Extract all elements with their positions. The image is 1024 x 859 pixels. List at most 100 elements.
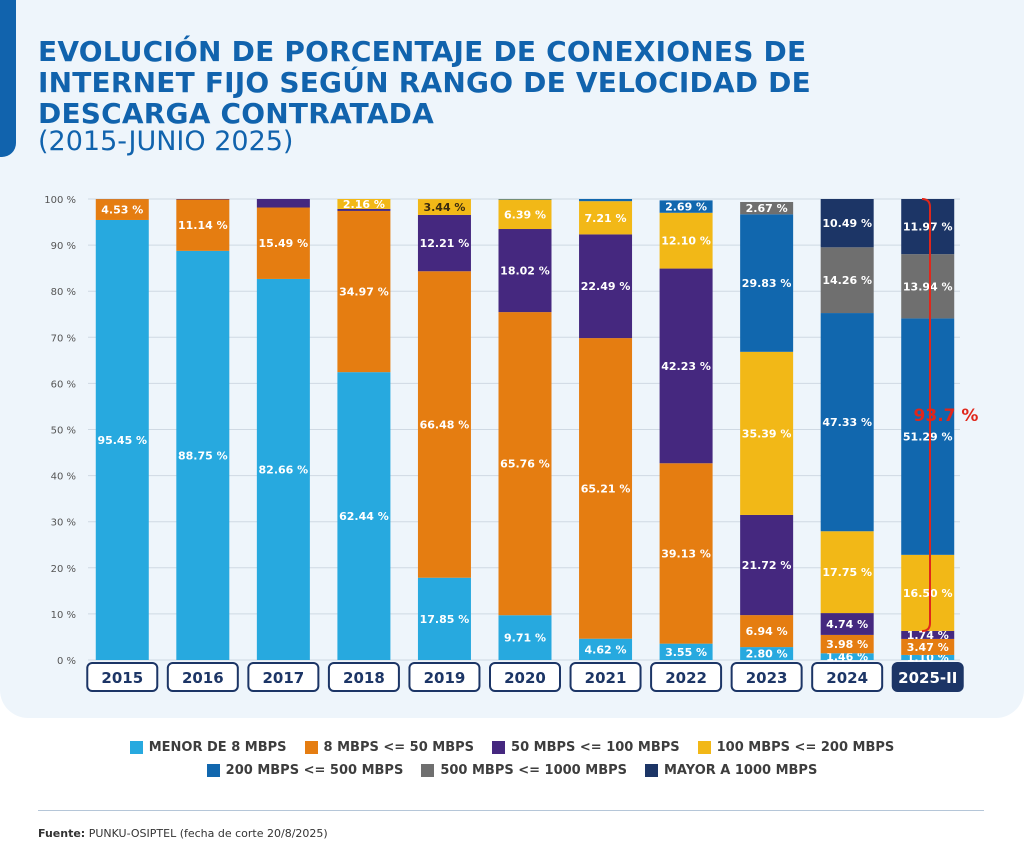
bar-segment (176, 199, 230, 200)
x-tick-label: 2019 (424, 669, 466, 687)
source-note: Fuente: PUNKU-OSIPTEL (fecha de corte 20… (38, 827, 328, 840)
data-label: 22.49 % (581, 280, 631, 293)
legend-item: 8 MBPS <= 50 MBPS (304, 740, 475, 755)
data-label: 3.55 % (665, 646, 707, 659)
bar-segment (417, 271, 471, 578)
x-category-box (730, 662, 803, 692)
data-label: 16.50 % (903, 587, 953, 600)
bar-segment (417, 577, 471, 660)
bar-segment (337, 208, 391, 211)
data-label: 2.80 % (746, 648, 788, 661)
bar-segment (498, 199, 552, 230)
chart-subtitle: (2015-JUNIO 2025) (38, 126, 294, 157)
legend-row-2: 200 MBPS <= 500 MBPS 500 MBPS <= 1000 MB… (0, 763, 1024, 778)
data-label: 6.94 % (746, 625, 788, 638)
legend-label: 8 MBPS <= 50 MBPS (323, 740, 475, 755)
bar-segment (256, 207, 310, 279)
data-label: 34.97 % (339, 286, 389, 299)
bar-segment (659, 643, 713, 660)
bar-segment (820, 199, 874, 248)
data-label: 13.94 % (903, 280, 953, 293)
data-label: 3.47 % (907, 641, 949, 654)
legend-label: MAYOR A 1000 MBPS (664, 763, 818, 778)
x-category-box (891, 662, 964, 692)
x-category-box (327, 662, 400, 692)
data-label: 2.67 % (746, 202, 788, 215)
y-tick-label: 20 % (51, 564, 76, 575)
x-category-box (408, 662, 481, 692)
chart-title: EVOLUCIÓN DE PORCENTAJE DE CONEXIONES DE… (38, 35, 811, 130)
bar-segment (740, 214, 794, 352)
data-label: 15.49 % (259, 237, 309, 250)
bar-segment (901, 254, 955, 319)
annotation-label: 93.7 % (914, 406, 979, 426)
y-tick-label: 80 % (51, 287, 76, 298)
x-category-box (247, 662, 320, 692)
legend-label: 50 MBPS <= 100 MBPS (511, 740, 680, 755)
legend-label: 500 MBPS <= 1000 MBPS (440, 763, 627, 778)
x-tick-label: 2017 (262, 669, 304, 687)
data-label: 9.71 % (504, 632, 546, 645)
legend-swatch (421, 764, 435, 777)
data-label: 4.74 % (826, 618, 868, 631)
bar-segment (901, 638, 955, 655)
bar-segment (820, 653, 874, 660)
y-tick-label: 70 % (51, 333, 76, 344)
x-tick-label: 2023 (746, 669, 788, 687)
bar-segment (659, 200, 713, 213)
bar-segment (579, 234, 633, 339)
bar-segment (740, 514, 794, 616)
bar-segment (95, 219, 149, 660)
x-tick-label: 2018 (343, 669, 385, 687)
x-category-box (650, 662, 723, 692)
data-label: 65.76 % (500, 458, 550, 471)
data-label: 1.74 % (907, 629, 949, 642)
stacked-bar-chart: 0 % 10 % 20 % 30 % 40 % 50 % 60 % 70 % 80 % 90 % 1… (44, 195, 979, 692)
bar-segment (579, 638, 633, 660)
legend-label: 200 MBPS <= 500 MBPS (225, 763, 404, 778)
legend-item: 50 MBPS <= 100 MBPS (492, 740, 680, 755)
bar-segment (659, 463, 713, 644)
bar-segment (820, 634, 874, 654)
data-label: 51.29 % (903, 431, 953, 444)
data-label: 95.45 % (97, 434, 147, 447)
bar-segment (901, 630, 955, 639)
legend-label: 100 MBPS <= 200 MBPS (716, 740, 895, 755)
data-label: 42.23 % (661, 360, 711, 373)
bar-segment (740, 615, 794, 648)
data-label: 18.02 % (500, 265, 550, 278)
bar-segment (659, 268, 713, 464)
bar-segment (901, 318, 955, 555)
data-label: 88.75 % (178, 449, 228, 462)
bar-segment (820, 313, 874, 532)
y-tick-label: 0 % (57, 656, 76, 667)
bar-segment (579, 338, 633, 639)
data-label: 7.21 % (585, 212, 627, 225)
bar-segment (820, 613, 874, 635)
data-label: 29.83 % (742, 277, 792, 290)
y-tick-label: 50 % (51, 426, 76, 437)
bar-segment (256, 199, 310, 208)
data-label: 82.66 % (259, 463, 309, 476)
data-label: 35.39 % (742, 427, 792, 440)
data-label: 10.49 % (822, 217, 872, 230)
data-label: 39.13 % (661, 547, 711, 560)
data-label: 66.48 % (420, 418, 470, 431)
bar-segment (176, 250, 230, 661)
data-label: 21.72 % (742, 559, 792, 572)
legend-swatch (304, 741, 318, 754)
data-label: 4.62 % (585, 643, 627, 656)
bracket (921, 198, 931, 632)
bar-segment (498, 199, 552, 200)
x-category-box (86, 662, 159, 692)
bar-segment (579, 199, 633, 202)
bar-segment (498, 312, 552, 616)
x-category-box (569, 662, 642, 692)
legend-item: 200 MBPS <= 500 MBPS (206, 763, 404, 778)
data-label: 3.44 % (423, 201, 465, 214)
data-label: 3.98 % (826, 638, 868, 651)
bar-segment (901, 199, 955, 255)
data-label: 62.44 % (339, 510, 389, 523)
data-label: 11.97 % (903, 221, 953, 234)
legend-item: 100 MBPS <= 200 MBPS (697, 740, 895, 755)
